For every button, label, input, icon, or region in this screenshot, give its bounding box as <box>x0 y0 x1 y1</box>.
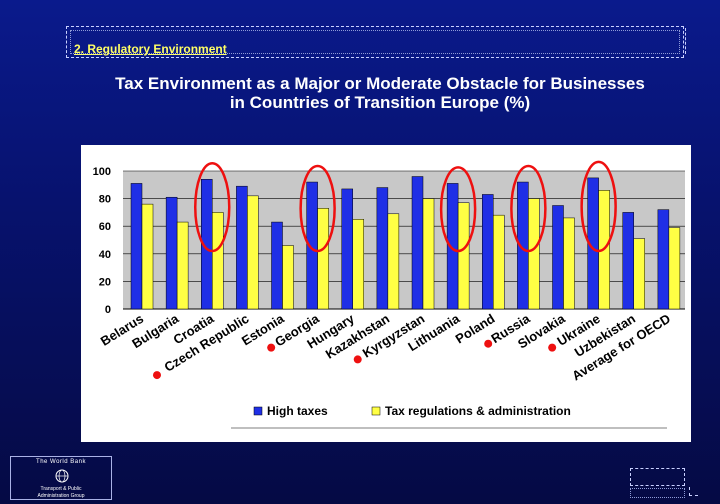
label-marker <box>353 355 362 364</box>
footer-corner-mark <box>689 487 698 496</box>
bar-high-taxes <box>657 209 670 310</box>
bar-high-taxes <box>411 176 424 310</box>
bar-tax-regulations <box>352 219 364 310</box>
bar-tax-regulations <box>422 198 435 310</box>
bar-tax-regulations <box>668 227 681 310</box>
bar-high-taxes <box>130 183 143 310</box>
org-name: The World Bank <box>36 459 86 465</box>
bar-tax-regulations <box>633 238 645 310</box>
highlight-circle <box>580 160 617 253</box>
chart-title-line-1: Tax Environment as a Major or Moderate O… <box>115 74 645 93</box>
header-edge-mark <box>685 28 688 54</box>
bar-tax-regulations <box>317 208 329 310</box>
legend-swatch-tax-regulations <box>371 406 381 416</box>
header-frame <box>66 26 684 58</box>
globe-icon <box>55 469 69 483</box>
footer-frame <box>630 468 685 486</box>
bar-high-taxes <box>376 187 389 310</box>
bar-tax-regulations <box>528 198 540 310</box>
section-label: 2. Regulatory Environment <box>74 42 227 56</box>
highlight-circle <box>510 164 547 253</box>
bar-high-taxes <box>165 196 178 310</box>
y-tick-label: 80 <box>99 194 111 206</box>
highlight-circle <box>194 162 231 253</box>
footer-frame-inner <box>630 488 685 498</box>
bar-tax-regulations <box>563 217 575 310</box>
legend-label-tax-regulations: Tax regulations & administration <box>385 404 571 418</box>
chart-title: Tax Environment as a Major or Moderate O… <box>60 74 700 112</box>
legend-label-high-taxes: High taxes <box>267 404 328 418</box>
header-frame-inner <box>70 30 680 54</box>
y-tick-label: 40 <box>99 249 111 261</box>
bar-tax-regulations <box>176 221 189 310</box>
bar-tax-regulations <box>212 212 224 310</box>
bar-high-taxes <box>622 212 634 310</box>
y-tick-label: 60 <box>99 221 111 233</box>
bar-high-taxes <box>482 194 494 310</box>
bar-high-taxes <box>552 205 564 310</box>
label-marker <box>267 343 276 352</box>
legend-swatch-high-taxes <box>253 406 263 416</box>
bar-tax-regulations <box>282 245 294 310</box>
label-marker <box>152 371 161 380</box>
y-tick-label: 0 <box>105 304 111 316</box>
bar-high-taxes <box>236 185 248 310</box>
bar-tax-regulations <box>247 195 259 310</box>
y-tick-label: 20 <box>99 276 111 288</box>
bar-chart: 020406080100BelarusBulgariaCroatiaCzech … <box>81 145 691 442</box>
chart-title-line-2: in Countries of Transition Europe (%) <box>229 93 531 112</box>
unit-name-line-2: Administration Group <box>37 493 85 499</box>
highlight-circle <box>439 166 477 253</box>
label-marker <box>548 343 557 352</box>
bar-tax-regulations <box>457 202 470 310</box>
chart-container: 0 20 40 60 80 100 Belarus Bulgaria Croatia Czech … <box>81 145 691 442</box>
highlight-circle <box>299 164 336 253</box>
bar-tax-regulations <box>493 214 505 310</box>
label-marker <box>484 339 493 348</box>
bar-tax-regulations <box>387 213 400 310</box>
bar-tax-regulations <box>141 203 154 310</box>
bar-high-taxes <box>271 221 283 310</box>
unit-name-line-1: Transport & Public <box>40 486 82 492</box>
world-bank-logo: The World Bank Transport & Public Admini… <box>10 456 112 500</box>
bar-high-taxes <box>341 188 353 310</box>
y-tick-label: 100 <box>93 166 111 178</box>
